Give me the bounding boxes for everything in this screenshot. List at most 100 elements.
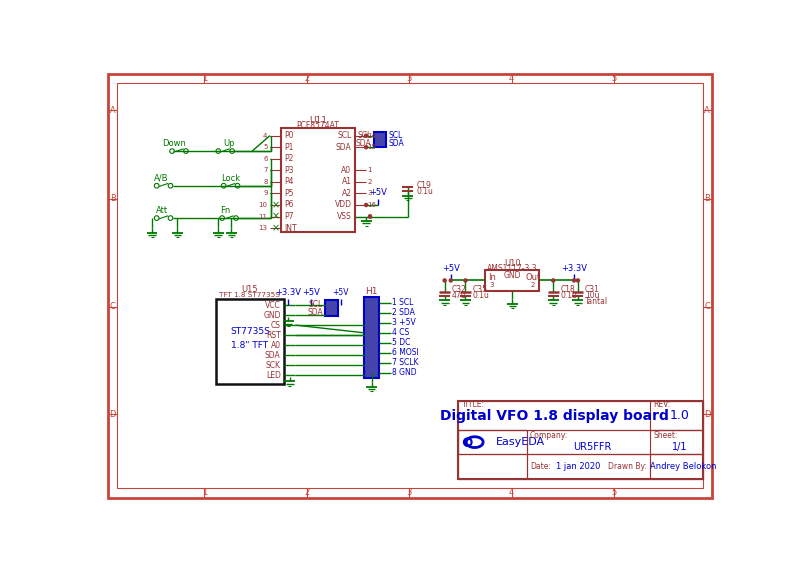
Text: REV:: REV: [654, 400, 670, 409]
Text: Andrey Belokon: Andrey Belokon [650, 462, 717, 471]
Text: B: B [110, 194, 116, 203]
Text: 1.8" TFT: 1.8" TFT [231, 341, 269, 350]
Text: ST7735S: ST7735S [230, 327, 270, 336]
Text: SDA: SDA [265, 350, 281, 359]
Text: 0.1u: 0.1u [472, 291, 490, 301]
Text: 9: 9 [263, 190, 267, 196]
Bar [458, 430, 527, 454]
Text: D: D [704, 410, 710, 419]
Text: 2: 2 [304, 488, 310, 498]
Text: 1/1: 1/1 [672, 441, 687, 452]
Text: GND: GND [263, 311, 281, 320]
Text: 10: 10 [258, 202, 267, 208]
Text: ×: × [271, 223, 279, 233]
Circle shape [365, 203, 368, 207]
Bar [458, 401, 702, 479]
Text: 4: 4 [263, 132, 267, 139]
Text: Sheet:: Sheet: [654, 431, 678, 440]
Bar [650, 454, 702, 479]
Text: EasyEDA: EasyEDA [496, 437, 546, 447]
Text: SCL: SCL [309, 300, 323, 309]
Text: 15: 15 [368, 144, 377, 150]
Text: 1.0: 1.0 [670, 409, 690, 422]
Text: In: In [488, 273, 495, 282]
Text: 5 DC: 5 DC [392, 338, 410, 348]
Bar [364, 297, 379, 378]
Text: 3: 3 [406, 74, 412, 83]
Bar [527, 454, 650, 479]
Text: VSS: VSS [337, 212, 351, 221]
Text: Digital VFO 1.8 display board: Digital VFO 1.8 display board [439, 409, 669, 423]
Text: A1: A1 [342, 177, 351, 186]
Text: 2: 2 [304, 74, 310, 83]
Text: C35: C35 [472, 285, 487, 294]
Text: GND: GND [504, 271, 521, 280]
Text: 6 MOSI: 6 MOSI [392, 348, 419, 357]
Text: C19: C19 [417, 181, 432, 190]
Text: 3: 3 [406, 488, 412, 498]
Circle shape [450, 279, 452, 282]
Text: VCC: VCC [265, 301, 281, 310]
Text: SCK: SCK [266, 361, 281, 370]
Text: B: B [704, 194, 710, 203]
Text: 14: 14 [368, 132, 377, 139]
Bar [458, 430, 702, 454]
Text: P7: P7 [285, 212, 294, 221]
Bar [282, 128, 354, 232]
Text: 16: 16 [368, 202, 377, 208]
Text: P3: P3 [285, 166, 294, 175]
Text: SDA: SDA [336, 143, 351, 152]
Text: C: C [110, 302, 116, 311]
Text: 5: 5 [611, 488, 617, 498]
Text: 3: 3 [490, 282, 494, 288]
Text: 4: 4 [509, 74, 514, 83]
Text: 2: 2 [368, 179, 372, 185]
Text: 11: 11 [258, 213, 267, 220]
Circle shape [443, 279, 446, 282]
Text: 1 jan 2020: 1 jan 2020 [556, 462, 601, 471]
Bar [486, 269, 539, 291]
Text: Up: Up [224, 139, 235, 148]
Text: SCL: SCL [389, 131, 402, 140]
Text: P5: P5 [285, 189, 294, 198]
Text: PCF8574AT: PCF8574AT [297, 121, 339, 130]
Text: 2: 2 [531, 282, 535, 288]
Text: A/B: A/B [154, 174, 169, 182]
Bar [650, 430, 702, 454]
Circle shape [552, 279, 554, 282]
Text: P6: P6 [285, 200, 294, 209]
Text: A: A [110, 106, 116, 115]
Text: P0: P0 [285, 131, 294, 140]
Text: 10u: 10u [585, 291, 599, 301]
Bar [458, 430, 527, 479]
Text: SDA: SDA [356, 139, 371, 148]
Text: 0.1u: 0.1u [560, 291, 577, 301]
Text: TITLE:: TITLE: [462, 400, 486, 409]
Circle shape [369, 215, 371, 218]
Text: 5: 5 [263, 144, 267, 150]
Text: 1: 1 [202, 74, 207, 83]
Text: ×: × [271, 212, 279, 221]
Text: +5V: +5V [442, 264, 460, 273]
Text: P4: P4 [285, 177, 294, 186]
Text: +5V: +5V [333, 289, 349, 297]
Text: LED: LED [266, 371, 281, 380]
Text: 2 SDA: 2 SDA [392, 308, 415, 318]
Text: TFT 1.8 ST7735S: TFT 1.8 ST7735S [219, 292, 280, 298]
Text: +3.3V: +3.3V [275, 289, 302, 297]
Text: 13: 13 [258, 225, 267, 231]
Text: 47u: 47u [451, 291, 466, 301]
Text: AMS1117-3.3: AMS1117-3.3 [487, 264, 538, 273]
Text: CS: CS [270, 320, 281, 329]
Text: 1: 1 [368, 168, 372, 173]
Circle shape [576, 279, 579, 282]
Text: 3 +5V: 3 +5V [392, 318, 416, 327]
Text: 5: 5 [611, 74, 617, 83]
Text: Company:: Company: [530, 431, 568, 440]
Text: SDA: SDA [307, 307, 323, 316]
Text: H1: H1 [366, 288, 378, 297]
Bar [326, 301, 338, 316]
Text: 7 SCLK: 7 SCLK [392, 358, 418, 367]
Text: Down: Down [162, 139, 186, 148]
Text: Date:: Date: [530, 462, 551, 471]
